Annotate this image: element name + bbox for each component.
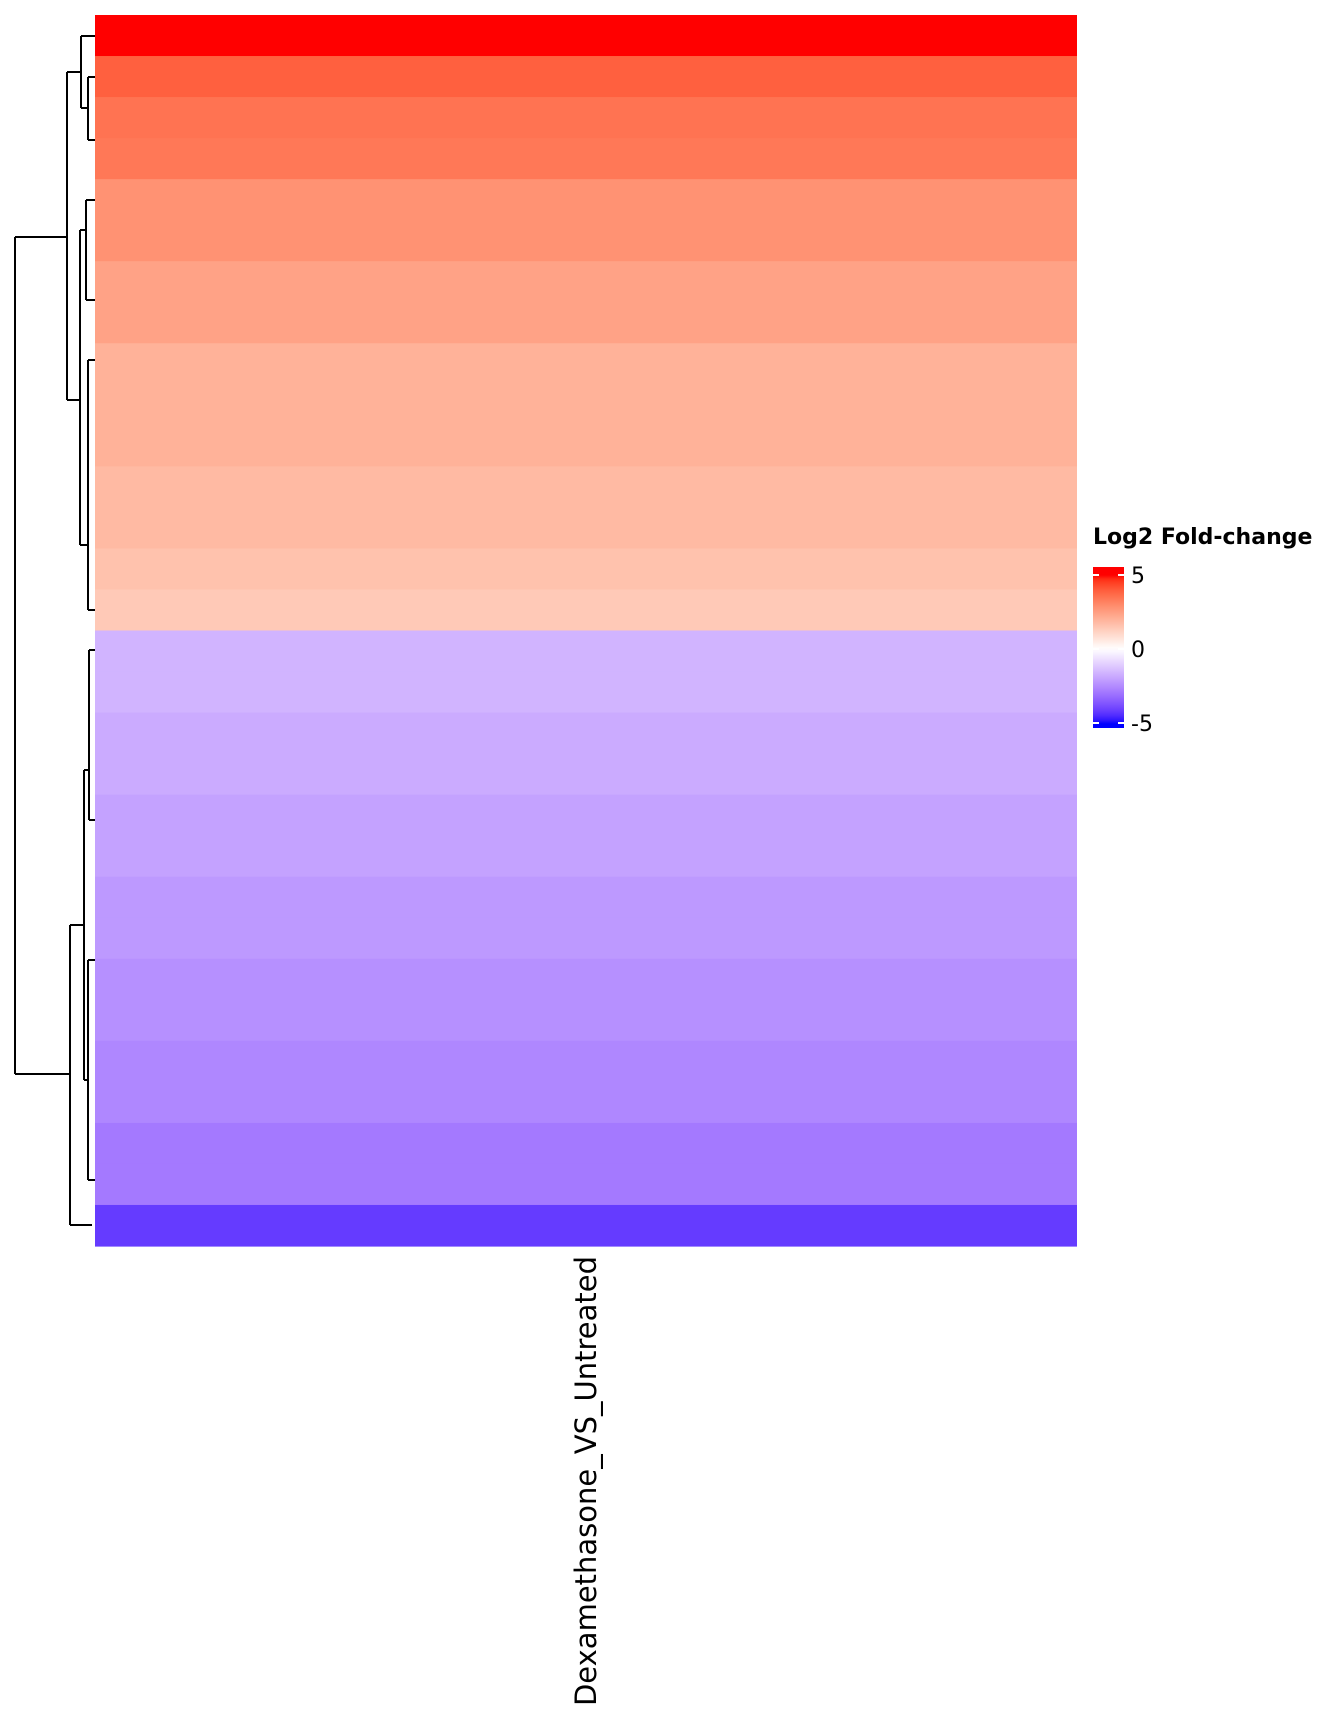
- heatmap-cell: [95, 1163, 1077, 1206]
- heatmap-cell: [95, 794, 1077, 837]
- heatmap-cell: [95, 835, 1077, 878]
- heatmap-cell: [95, 425, 1077, 467]
- dendrogram-top: [66, 35, 95, 611]
- legend-title: Log2 Fold-change: [1093, 525, 1312, 550]
- heatmap-cell: [95, 548, 1077, 591]
- heatmap-cell: [95, 138, 1077, 180]
- heatmap-cell: [95, 876, 1077, 919]
- heatmap-cell: [95, 384, 1077, 426]
- heatmap-cell: [95, 97, 1077, 139]
- heatmap-cell: [95, 999, 1077, 1042]
- dendrogram-bottom: [69, 649, 95, 1226]
- heatmap-cell: [95, 343, 1077, 385]
- legend-tick-label: -5: [1131, 712, 1153, 737]
- legend-tick-label: 5: [1131, 564, 1145, 589]
- heatmap-cell: [95, 1122, 1077, 1165]
- legend-tick-label: 0: [1131, 638, 1145, 663]
- heatmap-cell: [95, 1204, 1077, 1247]
- heatmap-cell: [95, 507, 1077, 550]
- heatmap-cell: [95, 261, 1077, 303]
- heatmap-cell: [95, 917, 1077, 960]
- heatmap-cell: [95, 220, 1077, 262]
- heatmap-cell: [95, 712, 1077, 755]
- heatmap-cell: [95, 179, 1077, 221]
- heatmap-cell: [95, 630, 1077, 673]
- heatmap-cell: [95, 15, 1077, 57]
- legend-bar: [1093, 567, 1124, 728]
- heatmap-cell: [95, 753, 1077, 796]
- heatmap-cell: [95, 56, 1077, 98]
- heatmap-cell: [95, 671, 1077, 714]
- heatmap-cell: [95, 1081, 1077, 1124]
- dendrogram-root: [14, 236, 70, 1075]
- heatmap-cell: [95, 302, 1077, 344]
- heatmap-cell: [95, 466, 1077, 508]
- heatmap-cell: [95, 1040, 1077, 1083]
- heatmap-cell: [95, 589, 1077, 632]
- dendrogram: [14, 35, 95, 1226]
- column-label: Dexamethasone_VS_Untreated: [569, 1256, 603, 1706]
- heatmap-cell: [95, 958, 1077, 1001]
